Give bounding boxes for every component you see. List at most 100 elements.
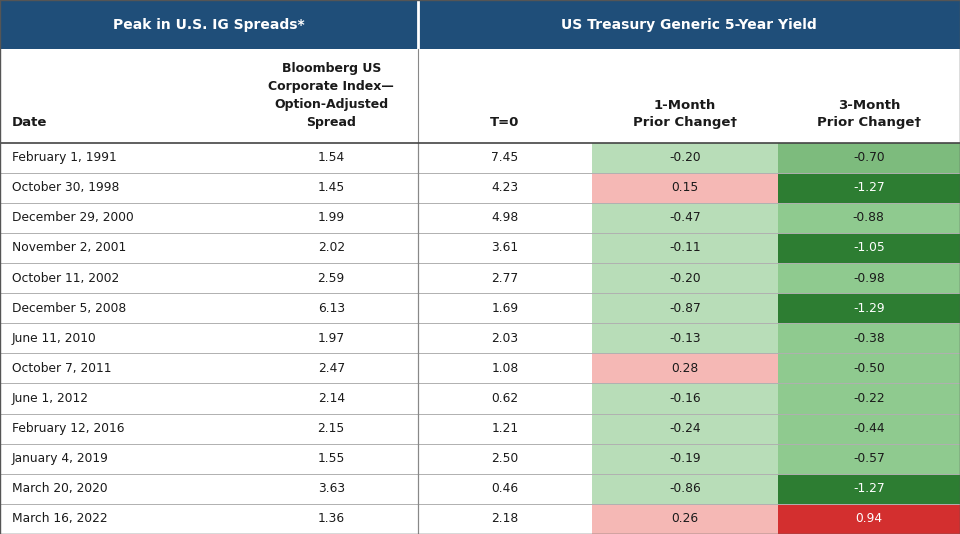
Bar xyxy=(0,49,960,143)
Bar xyxy=(592,504,778,534)
Bar xyxy=(0,383,592,413)
Text: -0.50: -0.50 xyxy=(852,362,885,375)
Text: 1.45: 1.45 xyxy=(318,181,345,194)
Bar xyxy=(592,233,778,263)
Text: 1.99: 1.99 xyxy=(318,211,345,224)
Bar xyxy=(0,143,592,172)
Bar xyxy=(592,263,778,293)
Text: 1.54: 1.54 xyxy=(318,151,345,164)
Bar xyxy=(592,293,778,323)
Text: 0.46: 0.46 xyxy=(492,482,518,496)
Bar xyxy=(778,413,960,444)
Bar xyxy=(592,203,778,233)
Text: 1-Month
Prior Change†: 1-Month Prior Change† xyxy=(633,99,737,129)
Text: -0.88: -0.88 xyxy=(852,211,885,224)
Bar xyxy=(778,354,960,383)
Text: 4.23: 4.23 xyxy=(492,181,518,194)
Bar xyxy=(0,172,592,203)
Text: -0.19: -0.19 xyxy=(669,452,701,465)
Text: -1.05: -1.05 xyxy=(852,241,885,255)
Text: 7.45: 7.45 xyxy=(492,151,518,164)
Bar xyxy=(778,383,960,413)
Bar xyxy=(0,323,592,354)
Text: June 1, 2012: June 1, 2012 xyxy=(12,392,88,405)
Bar xyxy=(0,504,592,534)
Text: 0.15: 0.15 xyxy=(671,181,699,194)
Bar xyxy=(778,474,960,504)
Text: December 29, 2000: December 29, 2000 xyxy=(12,211,133,224)
Text: -0.20: -0.20 xyxy=(669,272,701,285)
Text: Date: Date xyxy=(12,116,47,129)
Text: 1.08: 1.08 xyxy=(492,362,518,375)
Text: 2.14: 2.14 xyxy=(318,392,345,405)
Text: 1.69: 1.69 xyxy=(492,302,518,315)
Text: 2.02: 2.02 xyxy=(318,241,345,255)
Text: 3-Month
Prior Change†: 3-Month Prior Change† xyxy=(817,99,921,129)
Bar xyxy=(778,504,960,534)
Bar xyxy=(778,263,960,293)
Text: March 20, 2020: March 20, 2020 xyxy=(12,482,108,496)
Bar xyxy=(778,203,960,233)
Bar xyxy=(778,233,960,263)
Bar xyxy=(0,444,592,474)
Text: October 30, 1998: October 30, 1998 xyxy=(12,181,119,194)
Text: 2.50: 2.50 xyxy=(492,452,518,465)
Bar xyxy=(0,474,592,504)
Text: 1.97: 1.97 xyxy=(318,332,345,345)
Bar xyxy=(592,444,778,474)
Text: 3.61: 3.61 xyxy=(492,241,518,255)
Text: 0.26: 0.26 xyxy=(671,513,699,525)
Text: 2.77: 2.77 xyxy=(492,272,518,285)
Text: December 5, 2008: December 5, 2008 xyxy=(12,302,126,315)
Bar xyxy=(592,172,778,203)
Text: -1.27: -1.27 xyxy=(853,181,884,194)
Text: 3.63: 3.63 xyxy=(318,482,345,496)
Text: T=0: T=0 xyxy=(491,116,519,129)
Bar xyxy=(0,293,592,323)
Text: 0.62: 0.62 xyxy=(492,392,518,405)
Text: October 11, 2002: October 11, 2002 xyxy=(12,272,119,285)
Text: -1.27: -1.27 xyxy=(853,482,884,496)
Text: February 1, 1991: February 1, 1991 xyxy=(12,151,116,164)
Text: 1.55: 1.55 xyxy=(318,452,345,465)
Bar xyxy=(592,474,778,504)
Bar xyxy=(592,354,778,383)
Text: October 7, 2011: October 7, 2011 xyxy=(12,362,111,375)
Bar xyxy=(0,0,418,49)
Text: 6.13: 6.13 xyxy=(318,302,345,315)
Bar xyxy=(778,323,960,354)
Bar xyxy=(0,413,592,444)
Text: -0.86: -0.86 xyxy=(669,482,701,496)
Text: -1.29: -1.29 xyxy=(853,302,884,315)
Text: 2.59: 2.59 xyxy=(318,272,345,285)
Text: June 11, 2010: June 11, 2010 xyxy=(12,332,96,345)
Bar xyxy=(592,143,778,172)
Text: US Treasury Generic 5-Year Yield: US Treasury Generic 5-Year Yield xyxy=(561,18,817,32)
Bar xyxy=(0,354,592,383)
Bar xyxy=(592,413,778,444)
Text: 0.94: 0.94 xyxy=(855,513,882,525)
Text: 0.28: 0.28 xyxy=(671,362,699,375)
Bar xyxy=(592,383,778,413)
Text: -0.16: -0.16 xyxy=(669,392,701,405)
Bar xyxy=(778,172,960,203)
Text: 2.47: 2.47 xyxy=(318,362,345,375)
Bar xyxy=(592,323,778,354)
Text: -0.47: -0.47 xyxy=(669,211,701,224)
Text: 1.21: 1.21 xyxy=(492,422,518,435)
Text: -0.11: -0.11 xyxy=(669,241,701,255)
Text: -0.70: -0.70 xyxy=(853,151,884,164)
Text: Peak in U.S. IG Spreads*: Peak in U.S. IG Spreads* xyxy=(113,18,304,32)
Text: Bloomberg US
Corporate Index—
Option-Adjusted
Spread: Bloomberg US Corporate Index— Option-Adj… xyxy=(269,62,394,129)
Text: January 4, 2019: January 4, 2019 xyxy=(12,452,108,465)
Bar xyxy=(418,0,960,49)
Text: -0.44: -0.44 xyxy=(853,422,884,435)
Text: -0.22: -0.22 xyxy=(853,392,884,405)
Text: -0.38: -0.38 xyxy=(852,332,885,345)
Text: February 12, 2016: February 12, 2016 xyxy=(12,422,124,435)
Text: -0.57: -0.57 xyxy=(852,452,885,465)
Text: -0.98: -0.98 xyxy=(852,272,885,285)
Text: 4.98: 4.98 xyxy=(492,211,518,224)
Bar xyxy=(0,203,592,233)
Bar xyxy=(0,263,592,293)
